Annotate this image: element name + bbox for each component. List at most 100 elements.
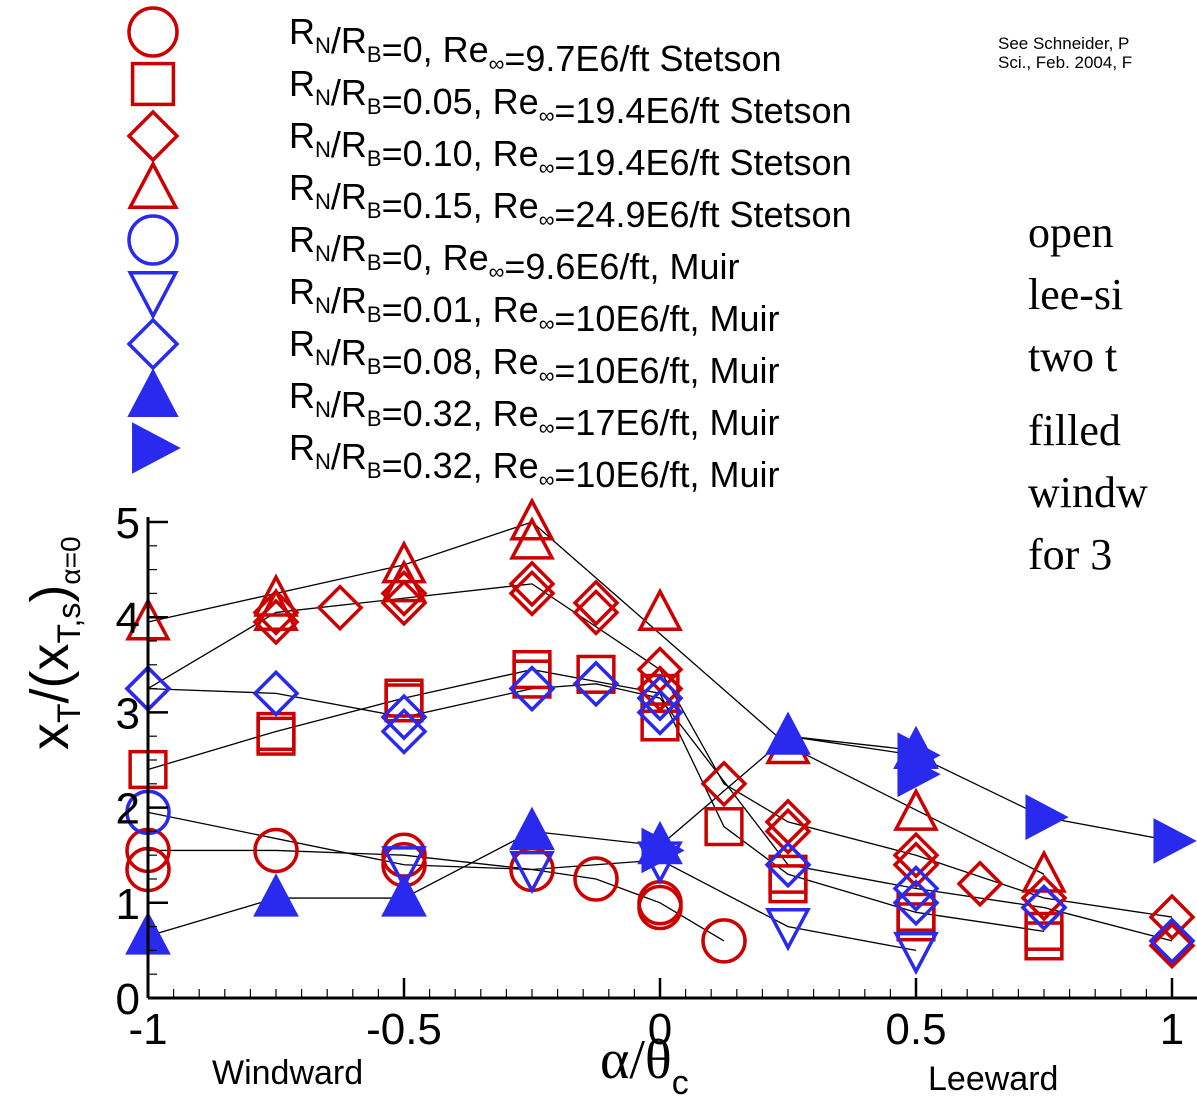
legend-marker-1 — [130, 61, 176, 107]
data-point-s2-21 — [1148, 922, 1196, 970]
data-point-s3-2 — [253, 587, 299, 631]
data-point-s0-6 — [573, 856, 619, 902]
data-point-s1-9 — [640, 702, 680, 742]
x-tick-label-4: 1 — [1160, 1005, 1184, 1054]
data-point-s7-2 — [381, 873, 427, 917]
data-point-s1-12 — [768, 864, 808, 904]
x-tick-label-3: 0.5 — [885, 1005, 946, 1054]
data-point-s0-2 — [253, 827, 299, 874]
legend-label-2: RN/RB=0.10, Re∞=19.4E6/ft Stetson — [289, 115, 852, 183]
y-title-sub-alpha: α=0 — [55, 536, 86, 584]
y-title-sub-ts: T,s — [51, 603, 87, 644]
data-point-s6-10 — [892, 879, 940, 927]
data-point-s2-14 — [764, 807, 812, 855]
data-point-s5-1 — [509, 850, 555, 895]
data-point-s6-12 — [1148, 917, 1196, 965]
y-tick-label-5: 5 — [116, 499, 140, 548]
data-point-s6-5 — [572, 660, 620, 708]
legend-marker-3 — [127, 160, 179, 209]
data-point-s6-8 — [764, 841, 812, 889]
legend-label-0: RN/RB=0, Re∞=9.7E6/ft Stetson — [289, 11, 782, 79]
x-tick-label-1: -0.5 — [366, 1005, 442, 1054]
data-point-s2-9 — [572, 588, 620, 636]
y-title-x: x — [20, 723, 80, 750]
y-tick-label-1: 1 — [116, 880, 140, 929]
x-title-main: α/θ — [600, 1029, 672, 1091]
annotation-windward: Windward — [212, 1054, 363, 1092]
legend-label-7: RN/RB=0.32, Re∞=17E6/ft, Muir — [289, 375, 780, 443]
legend-entry-0: RN/RB=0, Re∞=9.7E6/ft Stetson — [127, 6, 782, 79]
legend-entry-5: RN/RB=0.01, Re∞=10E6/ft, Muir — [127, 271, 780, 339]
legend-marker-0 — [127, 6, 179, 58]
legend-entry-3: RN/RB=0.15, Re∞=24.9E6/ft Stetson — [127, 160, 852, 235]
data-point-s1-16 — [1024, 921, 1064, 961]
data-point-s6-2 — [380, 693, 428, 741]
axes: -1 -0.5 0 0.5 1 0 1 2 3 4 5 — [116, 499, 1197, 1054]
side-note-3: two t — [1028, 332, 1117, 381]
data-point-s0-8 — [637, 884, 683, 931]
legend-marker-2 — [126, 109, 180, 163]
legend-label-1: RN/RB=0.05, Re∞=19.4E6/ft Stetson — [289, 63, 852, 131]
data-point-s8-0 — [641, 827, 685, 874]
y-tick-label-3: 3 — [116, 689, 140, 738]
data-point-s5-4 — [893, 931, 939, 976]
data-point-s3-7 — [637, 587, 683, 631]
legend-marker-4 — [127, 214, 179, 266]
legend-label-5: RN/RB=0.01, Re∞=10E6/ft, Muir — [289, 271, 780, 339]
data-point-s1-4 — [384, 683, 424, 723]
data-point-s2-15 — [892, 831, 940, 879]
side-note-4: filled — [1028, 406, 1121, 455]
data-point-s1-14 — [896, 902, 936, 942]
legend-label-4: RN/RB=0, Re∞=9.6E6/ft, Muir — [289, 219, 739, 287]
legend-marker-8 — [132, 422, 181, 474]
data-point-s2-7 — [508, 569, 556, 617]
data-point-s2-6 — [508, 560, 556, 608]
data-point-s5-3 — [765, 908, 811, 952]
annotation-leeward: Leeward — [928, 1060, 1058, 1098]
legend-marker-7 — [127, 368, 179, 417]
data-point-s3-6 — [509, 516, 555, 560]
side-note-6: for 3 — [1028, 530, 1112, 579]
data-point-s2-16 — [892, 841, 940, 889]
data-point-s6-3 — [380, 707, 428, 755]
data-point-s2-12 — [700, 760, 748, 808]
legend-label-6: RN/RB=0.08, Re∞=10E6/ft, Muir — [289, 323, 780, 391]
y-title-close: ) — [20, 585, 80, 603]
legend-marker-6 — [126, 317, 180, 371]
data-point-s6-4 — [508, 665, 556, 713]
data-point-s5-0 — [381, 846, 427, 890]
data-point-s3-3 — [381, 540, 427, 584]
data-point-s8-4 — [1153, 818, 1197, 864]
y-tick-label-4: 4 — [116, 594, 140, 643]
x-tick-label-0: -1 — [128, 1005, 167, 1054]
legend-entry-6: RN/RB=0.08, Re∞=10E6/ft, Muir — [126, 317, 780, 391]
legend-label-8: RN/RB=0.32, Re∞=10E6/ft, Muir — [289, 427, 780, 495]
x-tick-label-2: 0 — [648, 1005, 672, 1054]
data-point-s6-9 — [892, 865, 940, 912]
x-axis-title: α/θc — [600, 1029, 689, 1102]
data-point-s2-3 — [316, 584, 364, 632]
y-tick-label-0: 0 — [116, 975, 140, 1024]
connector-line-4 — [147, 683, 1173, 942]
side-note-2: lee-si — [1028, 270, 1123, 319]
y-axis-title: xT/(xT,s)α=0 — [20, 536, 87, 750]
data-point-s2-17 — [956, 860, 1004, 908]
data-point-s8-2 — [897, 751, 941, 798]
legend-entry-4: RN/RB=0, Re∞=9.6E6/ft, Muir — [127, 214, 739, 287]
connector-line-7 — [787, 735, 1173, 842]
data-point-s2-11 — [636, 665, 684, 713]
data-point-s0-9 — [701, 918, 747, 964]
data-point-s2-8 — [572, 579, 620, 627]
connector-line-0 — [147, 521, 1045, 875]
y-title-mid: /(x — [20, 643, 80, 703]
data-points — [124, 497, 1197, 976]
legend-marker-5 — [127, 271, 179, 320]
y-tick-label-2: 2 — [116, 785, 140, 834]
data-point-s6-11 — [1020, 884, 1068, 932]
data-point-s1-10 — [704, 807, 744, 847]
data-point-s1-7 — [576, 654, 616, 694]
data-point-s2-20 — [1148, 893, 1196, 941]
legend-label-3: RN/RB=0.15, Re∞=24.9E6/ft Stetson — [289, 167, 852, 235]
x-title-sub: c — [672, 1064, 689, 1102]
